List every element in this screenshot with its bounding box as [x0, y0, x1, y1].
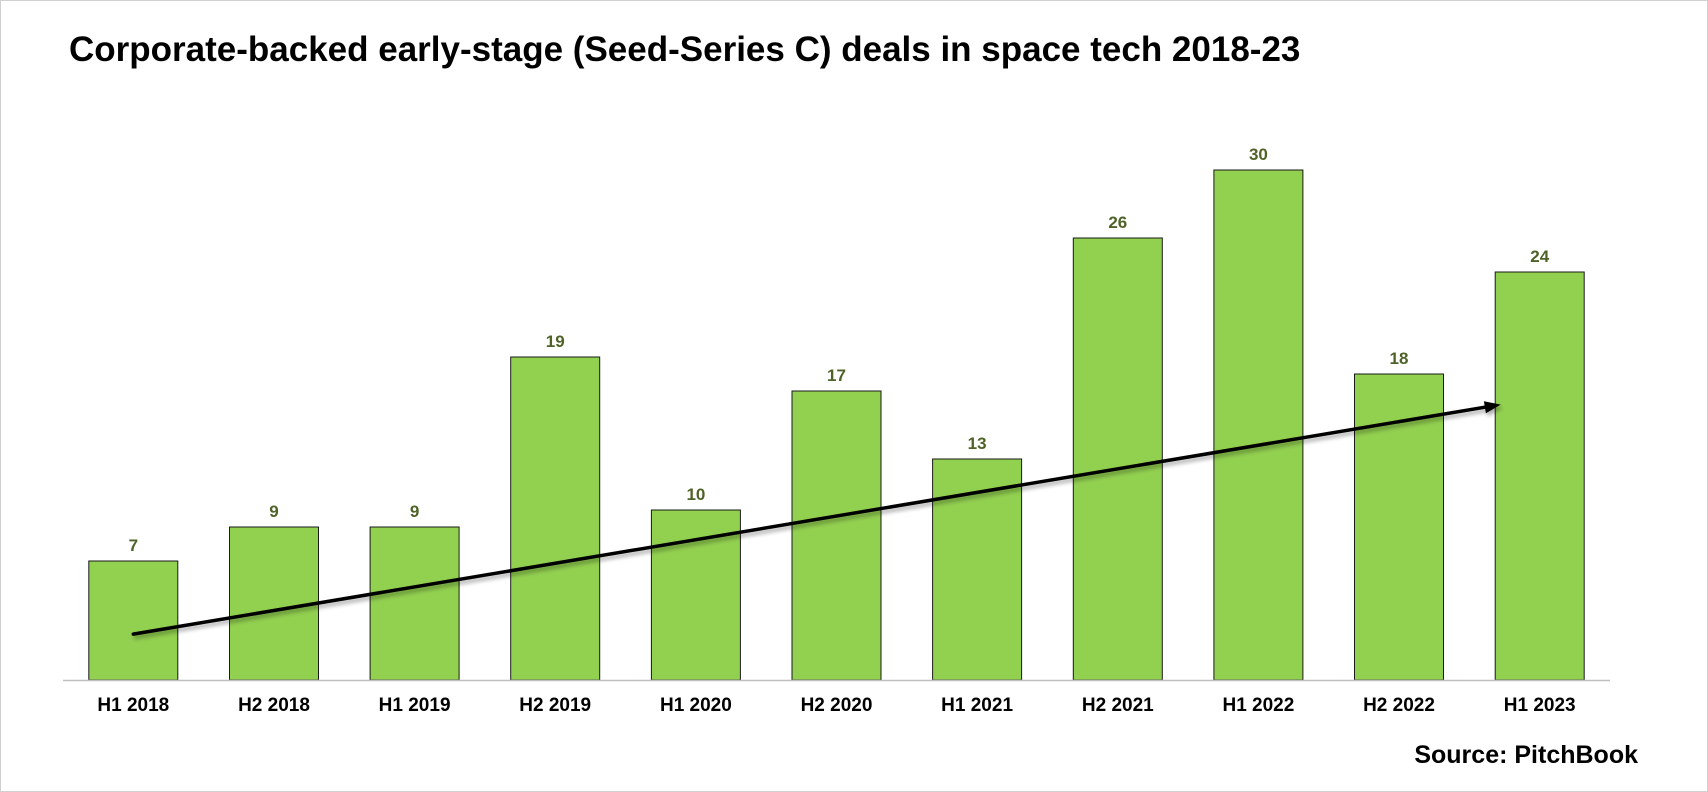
x-tick-label: H1 2022 [1222, 695, 1294, 716]
x-tick-label: H1 2019 [379, 695, 451, 716]
data-label: 13 [968, 434, 987, 453]
data-label: 7 [129, 536, 138, 555]
x-tick-label: H2 2019 [519, 695, 591, 716]
bar-h1-2022 [1213, 169, 1304, 681]
data-label: 10 [686, 485, 705, 504]
data-label: 17 [827, 366, 846, 385]
trend-arrow [131, 401, 1501, 636]
source-note: Source: PitchBook [1414, 741, 1638, 769]
x-tick-label: H1 2020 [660, 695, 732, 716]
trend-arrow-shaft [131, 405, 1487, 636]
trend-arrow-head [1483, 401, 1501, 414]
data-label: 19 [546, 332, 565, 351]
bar-h1-2023 [1494, 271, 1585, 681]
bar-h2-2021 [1072, 237, 1163, 681]
bar-h1-2019 [369, 526, 460, 681]
x-tick-label: H2 2020 [801, 695, 873, 716]
bar-h2-2018 [229, 526, 319, 681]
data-label: 24 [1530, 247, 1549, 266]
data-label: 30 [1249, 145, 1268, 164]
data-label: 26 [1108, 213, 1127, 232]
data-label: 9 [410, 502, 419, 521]
chart-title: Corporate-backed early-stage (Seed-Serie… [69, 30, 1301, 69]
x-tick-label: H1 2018 [97, 695, 169, 716]
x-tick-label: H2 2018 [238, 695, 310, 716]
x-tick-label: H1 2021 [941, 695, 1013, 716]
data-label: 9 [269, 502, 278, 521]
x-tick-label: H1 2023 [1504, 695, 1576, 716]
bar-h1-2018 [88, 560, 179, 681]
bar-h2-2020 [791, 390, 882, 681]
x-tick-label: H2 2021 [1082, 695, 1154, 716]
bar-h2-2019 [510, 356, 601, 681]
data-label: 18 [1390, 349, 1409, 368]
x-tick-label: H2 2022 [1363, 695, 1435, 716]
